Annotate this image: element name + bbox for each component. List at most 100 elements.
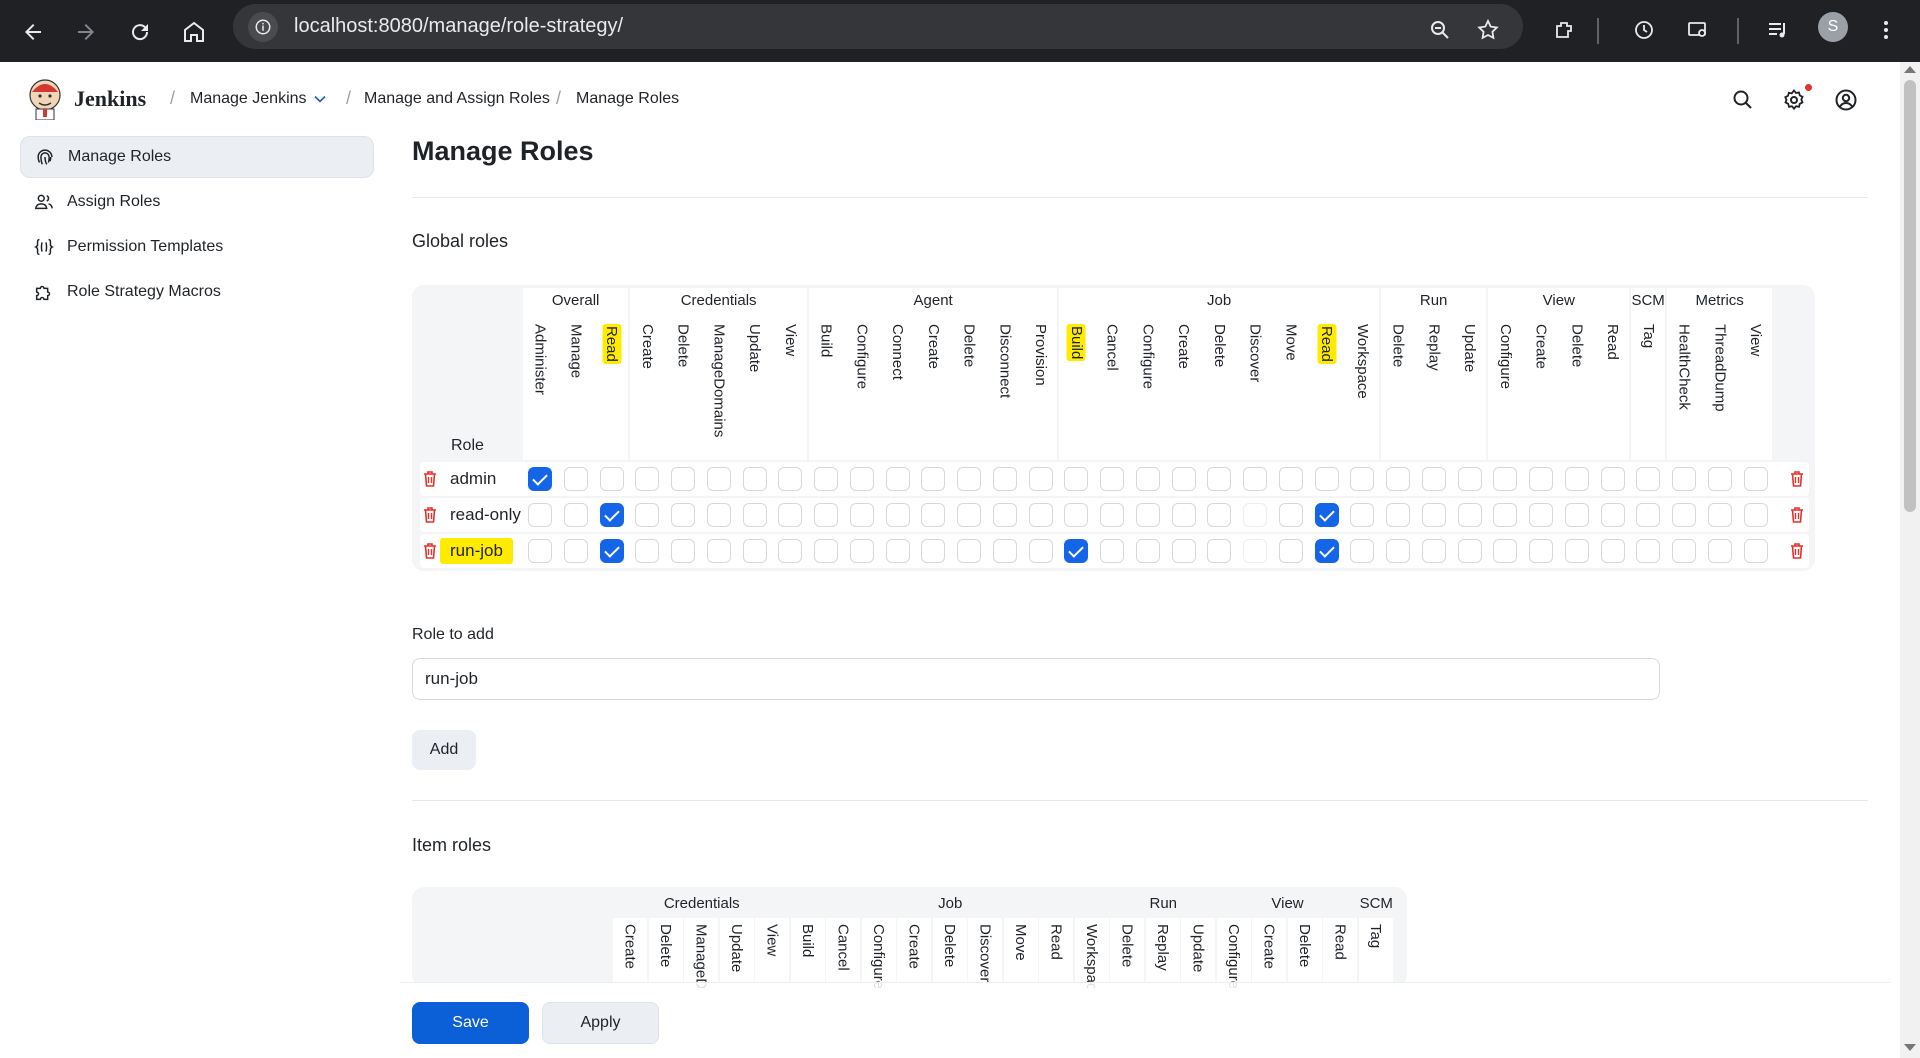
permission-checkbox[interactable] xyxy=(1672,503,1696,527)
permission-checkbox[interactable] xyxy=(742,467,767,491)
permission-checkbox[interactable] xyxy=(1707,467,1732,491)
permission-checkbox[interactable] xyxy=(778,539,803,563)
permission-checkbox[interactable] xyxy=(1457,467,1482,491)
permission-checkbox[interactable] xyxy=(1135,467,1160,491)
permission-checkbox[interactable] xyxy=(1243,467,1267,491)
permission-checkbox[interactable] xyxy=(1386,467,1410,491)
permission-checkbox[interactable] xyxy=(671,467,695,491)
zoom-icon[interactable] xyxy=(1422,12,1458,48)
permission-checkbox[interactable] xyxy=(992,503,1017,527)
permission-checkbox[interactable] xyxy=(1100,539,1124,563)
kebab-menu-icon[interactable] xyxy=(1868,12,1904,48)
permission-checkbox[interactable] xyxy=(849,503,874,527)
permission-checkbox[interactable] xyxy=(1707,503,1732,527)
user-account-icon[interactable] xyxy=(1832,86,1860,114)
sidebar-item-assign-roles[interactable]: Assign Roles xyxy=(20,181,374,223)
permission-checkbox[interactable] xyxy=(1743,539,1768,563)
permission-checkbox[interactable] xyxy=(1672,539,1696,563)
gear-icon[interactable] xyxy=(1780,86,1808,114)
permission-checkbox[interactable] xyxy=(635,503,660,527)
permission-checkbox[interactable] xyxy=(1207,539,1232,563)
permission-checkbox[interactable] xyxy=(1207,467,1232,491)
permission-checkbox[interactable] xyxy=(1314,539,1339,563)
permission-checkbox[interactable] xyxy=(1493,539,1518,563)
permission-checkbox[interactable] xyxy=(992,539,1017,563)
permission-checkbox[interactable] xyxy=(1529,539,1553,563)
breadcrumb-manage-assign-roles[interactable]: Manage and Assign Roles xyxy=(364,90,550,107)
scroll-down-arrow-icon[interactable] xyxy=(1904,1044,1916,1051)
permission-checkbox[interactable] xyxy=(1600,467,1625,491)
permission-checkbox[interactable] xyxy=(563,467,588,491)
permission-checkbox[interactable] xyxy=(1278,503,1303,527)
permission-checkbox[interactable] xyxy=(1100,467,1124,491)
permission-checkbox[interactable] xyxy=(1028,467,1053,491)
bookmark-star-icon[interactable] xyxy=(1470,12,1506,48)
permission-checkbox[interactable] xyxy=(1386,539,1410,563)
permission-checkbox[interactable] xyxy=(885,503,910,527)
brand-name[interactable]: Jenkins xyxy=(74,86,147,111)
home-icon[interactable] xyxy=(176,14,212,50)
permission-checkbox[interactable] xyxy=(1636,467,1661,491)
permission-checkbox[interactable] xyxy=(706,503,731,527)
permission-checkbox[interactable] xyxy=(1707,539,1732,563)
permission-checkbox[interactable] xyxy=(1064,503,1089,527)
permission-checkbox[interactable] xyxy=(706,539,731,563)
permission-checkbox[interactable] xyxy=(1314,467,1339,491)
permission-checkbox[interactable] xyxy=(1100,503,1124,527)
permission-checkbox[interactable] xyxy=(706,467,731,491)
apply-button[interactable]: Apply xyxy=(542,1002,659,1044)
delete-role-icon[interactable] xyxy=(421,541,439,561)
sidebar-item-permission-templates[interactable]: Permission Templates xyxy=(20,226,374,268)
permission-checkbox[interactable] xyxy=(599,503,624,527)
permission-checkbox[interactable] xyxy=(635,467,660,491)
permission-checkbox[interactable] xyxy=(1529,467,1553,491)
permission-checkbox[interactable] xyxy=(1135,503,1160,527)
permission-checkbox[interactable] xyxy=(885,539,910,563)
permission-checkbox[interactable] xyxy=(671,539,695,563)
jenkins-logo-icon[interactable] xyxy=(28,78,62,121)
permission-checkbox[interactable] xyxy=(1493,503,1518,527)
permission-checkbox[interactable] xyxy=(1243,503,1267,527)
permission-checkbox[interactable] xyxy=(1421,467,1446,491)
permission-checkbox[interactable] xyxy=(1636,503,1661,527)
permission-checkbox[interactable] xyxy=(528,467,552,491)
permission-checkbox[interactable] xyxy=(1278,467,1303,491)
screen-search-icon[interactable] xyxy=(1680,12,1716,48)
permission-checkbox[interactable] xyxy=(1743,503,1768,527)
permission-checkbox[interactable] xyxy=(1564,539,1589,563)
permission-checkbox[interactable] xyxy=(921,467,946,491)
permission-checkbox[interactable] xyxy=(778,503,803,527)
role-to-add-input[interactable] xyxy=(412,658,1660,700)
permission-checkbox[interactable] xyxy=(1600,503,1625,527)
permission-checkbox[interactable] xyxy=(1457,503,1482,527)
delete-role-icon[interactable] xyxy=(1788,541,1806,561)
sidebar-item-role-strategy-macros[interactable]: Role Strategy Macros xyxy=(20,271,374,313)
permission-checkbox[interactable] xyxy=(563,539,588,563)
permission-checkbox[interactable] xyxy=(814,539,838,563)
permission-checkbox[interactable] xyxy=(1350,503,1375,527)
forward-icon[interactable] xyxy=(68,14,104,50)
permission-checkbox[interactable] xyxy=(563,503,588,527)
permission-checkbox[interactable] xyxy=(921,539,946,563)
permission-checkbox[interactable] xyxy=(528,539,552,563)
permission-checkbox[interactable] xyxy=(849,467,874,491)
permission-checkbox[interactable] xyxy=(1386,503,1410,527)
permission-checkbox[interactable] xyxy=(1600,539,1625,563)
permission-checkbox[interactable] xyxy=(671,503,695,527)
permission-checkbox[interactable] xyxy=(1457,539,1482,563)
delete-role-icon[interactable] xyxy=(1788,505,1806,525)
scroll-up-arrow-icon[interactable] xyxy=(1904,66,1916,73)
permission-checkbox[interactable] xyxy=(528,503,552,527)
chevron-down-icon[interactable] xyxy=(310,87,330,111)
permission-checkbox[interactable] xyxy=(1278,539,1303,563)
permission-checkbox[interactable] xyxy=(1064,539,1089,563)
permission-checkbox[interactable] xyxy=(1028,503,1053,527)
scrollbar-thumb[interactable] xyxy=(1904,80,1916,512)
extensions-icon[interactable] xyxy=(1546,12,1582,48)
permission-checkbox[interactable] xyxy=(1350,539,1375,563)
permission-checkbox[interactable] xyxy=(957,539,981,563)
permission-checkbox[interactable] xyxy=(1028,539,1053,563)
permission-checkbox[interactable] xyxy=(599,467,624,491)
permission-checkbox[interactable] xyxy=(778,467,803,491)
permission-checkbox[interactable] xyxy=(1421,539,1446,563)
